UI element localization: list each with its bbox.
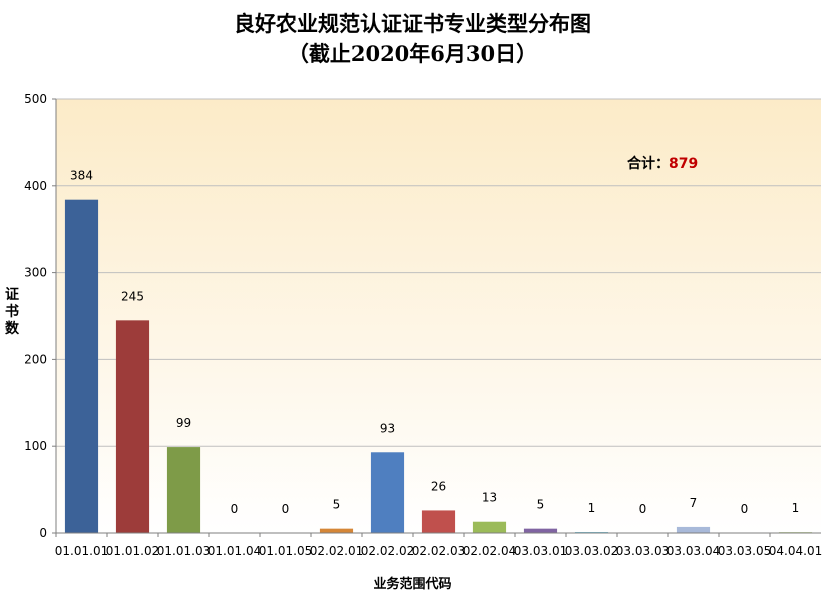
bar xyxy=(166,447,201,533)
bar xyxy=(676,526,711,533)
y-tick-label: 500 xyxy=(24,92,47,106)
data-label: 245 xyxy=(121,289,144,303)
bar xyxy=(115,320,150,533)
total-label: 合计： xyxy=(627,156,669,172)
data-label: 1 xyxy=(588,501,596,515)
x-tick-label: 01.01.03 xyxy=(157,544,210,558)
x-tick-label: 02.02.01 xyxy=(310,544,363,558)
x-tick-label: 04.04.01 xyxy=(769,544,822,558)
data-label: 5 xyxy=(537,498,545,512)
y-tick-label: 200 xyxy=(24,352,47,366)
bar xyxy=(472,521,507,533)
x-tick-label: 01.01.04 xyxy=(208,544,261,558)
x-tick-label: 02.02.02 xyxy=(361,544,414,558)
total-annotation: 合计：879 xyxy=(627,153,698,173)
bar xyxy=(64,199,99,534)
data-label: 26 xyxy=(431,479,446,493)
x-tick-label: 01.01.05 xyxy=(259,544,312,558)
data-label: 93 xyxy=(380,421,395,435)
bar xyxy=(421,510,456,533)
y-axis-label: 证书数 xyxy=(5,287,19,337)
data-label: 1 xyxy=(792,501,800,515)
x-tick-label: 03.03.02 xyxy=(565,544,618,558)
bar xyxy=(319,528,354,533)
data-label: 0 xyxy=(282,502,290,516)
y-tick-label: 400 xyxy=(24,179,47,193)
x-axis-label: 业务范围代码 xyxy=(373,577,452,592)
total-value: 879 xyxy=(669,156,699,172)
data-label: 13 xyxy=(482,491,497,505)
data-label: 0 xyxy=(231,502,239,516)
data-label: 99 xyxy=(176,416,191,430)
bar xyxy=(370,452,405,533)
x-tick-label: 03.03.05 xyxy=(718,544,771,558)
y-tick-label: 100 xyxy=(24,439,47,453)
data-label: 5 xyxy=(333,498,341,512)
data-label: 384 xyxy=(70,169,93,183)
x-tick-label: 01.01.01 xyxy=(55,544,108,558)
data-label: 0 xyxy=(741,502,749,516)
x-tick-label: 03.03.04 xyxy=(667,544,720,558)
y-tick-label: 0 xyxy=(39,526,47,540)
chart-title: 良好农业规范认证证书专业类型分布图 xyxy=(234,11,591,36)
x-tick-label: 01.01.02 xyxy=(106,544,159,558)
data-label: 0 xyxy=(639,502,647,516)
x-tick-label: 02.02.03 xyxy=(412,544,465,558)
y-tick-label: 300 xyxy=(24,266,47,280)
x-tick-label: 03.03.01 xyxy=(514,544,567,558)
data-label: 7 xyxy=(690,496,698,510)
x-tick-label: 02.02.04 xyxy=(463,544,516,558)
chart-subtitle: （截止2020年6月30日） xyxy=(287,41,538,66)
bar xyxy=(523,528,558,533)
x-tick-label: 03.03.03 xyxy=(616,544,669,558)
